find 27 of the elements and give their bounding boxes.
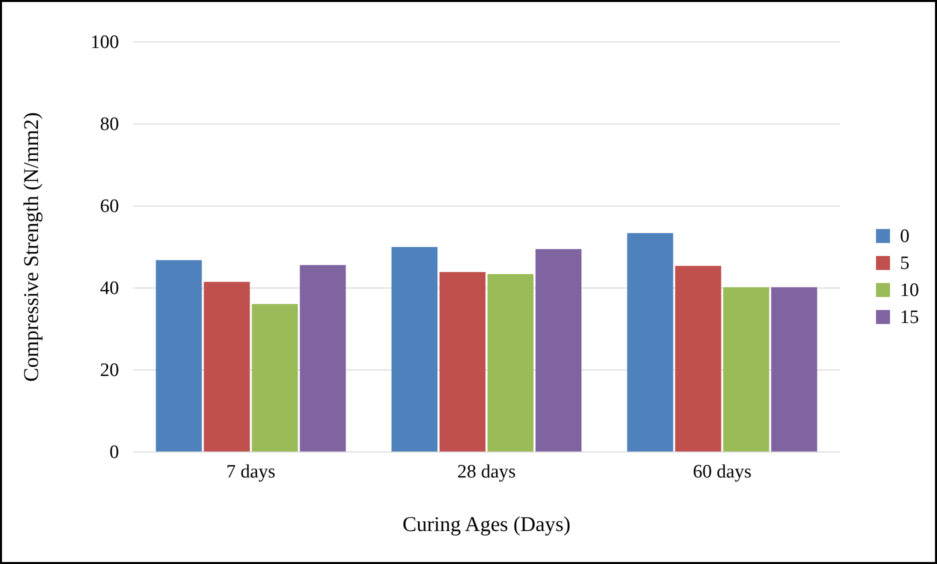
legend-label: 5 bbox=[900, 253, 910, 274]
y-tick-label: 60 bbox=[100, 196, 119, 218]
legend-label: 0 bbox=[900, 226, 910, 247]
x-tick-label: 60 days bbox=[692, 461, 752, 482]
y-tick-label: 40 bbox=[100, 278, 119, 300]
y-tick-label: 100 bbox=[90, 32, 119, 54]
y-tick-label: 0 bbox=[110, 442, 119, 464]
legend-label: 10 bbox=[900, 280, 919, 301]
bar bbox=[156, 260, 202, 452]
bar bbox=[204, 282, 250, 452]
legend-label: 15 bbox=[900, 307, 919, 328]
bar bbox=[440, 272, 486, 452]
y-tick-label: 20 bbox=[100, 360, 119, 382]
y-axis-title: Compressive Strength (N/mm2) bbox=[19, 112, 43, 382]
y-tick-label: 80 bbox=[100, 114, 119, 136]
bar bbox=[723, 287, 770, 452]
bar bbox=[675, 266, 722, 452]
bar bbox=[488, 274, 534, 452]
bar bbox=[392, 247, 438, 452]
x-axis-title: Curing Ages (Days) bbox=[402, 512, 570, 536]
bar bbox=[536, 249, 582, 452]
bar bbox=[627, 233, 674, 452]
bar bbox=[771, 287, 818, 452]
x-tick-label: 28 days bbox=[457, 461, 516, 482]
bar bbox=[300, 265, 346, 452]
bar bbox=[252, 304, 298, 452]
x-tick-label: 7 days bbox=[226, 461, 276, 482]
